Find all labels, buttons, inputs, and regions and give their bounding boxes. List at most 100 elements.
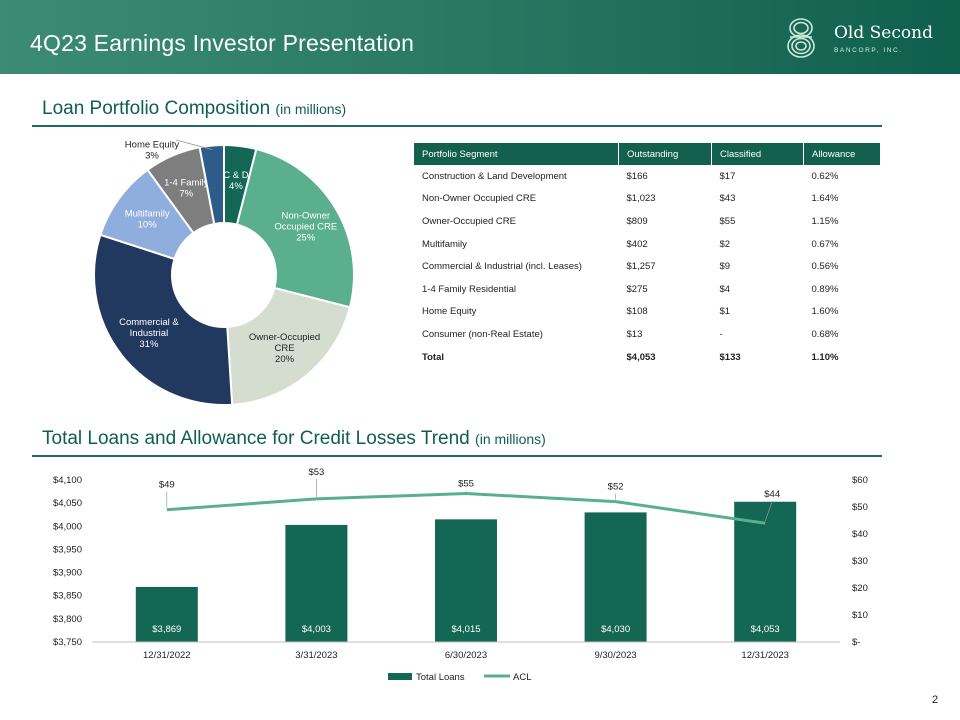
bar-value-label: $4,015	[451, 624, 480, 635]
y-right-tick-label: $50	[852, 502, 868, 513]
table-cell: Total	[422, 351, 444, 363]
y-left-tick-label: $3,750	[53, 637, 82, 648]
table-cell: $809	[626, 215, 648, 227]
slice-label: Home Equity 3%	[125, 140, 180, 162]
slice-label-line: C & D	[223, 170, 248, 181]
portfolio-section-title: Loan Portfolio Composition (in millions)	[42, 98, 346, 120]
pie-slice	[226, 286, 352, 406]
table-cell: $13	[626, 328, 643, 340]
pie-slice	[235, 147, 355, 309]
slice-label: Multifamily 10%	[125, 209, 170, 231]
table-cell: $402	[626, 238, 648, 250]
y-left-tick-label: $4,100	[53, 475, 82, 486]
y-left-tick-label: $3,850	[53, 591, 82, 602]
table-cell: $2	[719, 238, 731, 250]
slice-label-line: Multifamily	[125, 209, 170, 220]
y-left-tick-label: $4,050	[53, 498, 82, 509]
line-value-label: $44	[764, 489, 780, 500]
logo-name: Old Second	[834, 23, 933, 43]
table-cell: $1,023	[626, 193, 656, 205]
x-tick-label: 12/31/2023	[741, 650, 789, 661]
column-header: Portfolio Segment	[414, 143, 619, 165]
slice-label-line: 1-4 Family	[164, 177, 209, 188]
section-divider	[32, 125, 882, 127]
table-cell: 0.68%	[811, 328, 839, 340]
y-left-tick-label: $3,950	[53, 544, 82, 555]
table-cell: $43	[719, 193, 736, 205]
line-value-label: $53	[308, 467, 324, 478]
page-title: 4Q23 Earnings Investor Presentation	[30, 30, 415, 56]
table-row: Home Equity $108 $1 1.60%	[414, 301, 880, 324]
table-cell: $4,053	[626, 351, 656, 363]
table-row: Non-Owner Occupied CRE $1,023 $43 1.64%	[414, 188, 880, 211]
portfolio-title-unit: (in millions)	[275, 101, 347, 117]
slice-label: Commercial & Industrial 31%	[119, 317, 179, 350]
table-row: Consumer (non-Real Estate) $13 - 0.68%	[414, 323, 880, 346]
table-cell: 1.15%	[811, 215, 839, 227]
header-banner: 4Q23 Earnings Investor Presentation Old …	[0, 0, 960, 74]
column-header: Allowance	[803, 143, 880, 165]
table-cell: 0.67%	[811, 238, 839, 250]
pie-slice	[93, 233, 234, 406]
y-right-tick-label: $10	[852, 610, 868, 621]
slice-label: Non-Owner Occupied CRE 25%	[274, 211, 337, 244]
table-cell: 1.64%	[811, 193, 839, 205]
bar-value-label: $4,003	[302, 624, 331, 635]
portfolio-title-text: Loan Portfolio Composition	[42, 98, 271, 119]
section-divider	[32, 455, 882, 457]
slice-label: 1-4 Family 7%	[164, 177, 209, 199]
trend-section-title: Total Loans and Allowance for Credit Los…	[42, 428, 546, 450]
table-cell: $4	[719, 283, 731, 295]
x-tick-label: 6/30/2023	[445, 650, 487, 661]
slice-label-line: Industrial	[130, 328, 169, 339]
line-value-label: $52	[608, 482, 624, 493]
table-row: Owner-Occupied CRE $809 $55 1.15%	[414, 210, 880, 233]
slice-label-line: 3%	[145, 151, 159, 162]
table-row: Multifamily $402 $2 0.67%	[414, 233, 880, 256]
slice-label-line: 25%	[296, 233, 316, 244]
y-right-tick-label: $-	[852, 637, 860, 648]
y-right-tick-label: $60	[852, 475, 868, 486]
table-cell: $17	[719, 170, 736, 182]
slice-label-line: Home Equity	[125, 140, 180, 151]
bar-value-label: $4,030	[601, 624, 630, 635]
line-value-label: $55	[458, 479, 474, 490]
table-row: Construction & Land Development $166 $17…	[414, 165, 880, 188]
table-header-row: Portfolio Segment Outstanding Classified…	[414, 143, 880, 165]
slice-label-line: 31%	[139, 339, 159, 350]
table-cell: $55	[719, 215, 736, 227]
slice-label-line: 10%	[138, 220, 158, 231]
table-cell: $1,257	[626, 261, 656, 273]
table-cell: 0.89%	[811, 283, 839, 295]
slice-label-line: 4%	[229, 181, 243, 192]
portfolio-table: Portfolio Segment Outstanding Classified…	[414, 143, 880, 368]
bar-value-label: $3,869	[152, 624, 181, 635]
x-tick-label: 3/31/2023	[295, 650, 337, 661]
slice-label: C & D 4%	[223, 170, 248, 192]
legend-label: Total Loans	[416, 672, 465, 683]
table-cell: Multifamily	[422, 238, 467, 250]
table-cell: $1	[719, 306, 731, 318]
leader-line	[764, 501, 773, 522]
table-row: Commercial & Industrial (incl. Leases) $…	[414, 255, 880, 278]
x-tick-label: 9/30/2023	[594, 650, 636, 661]
y-right-tick-label: $40	[852, 529, 868, 540]
legend-label: ACL	[513, 672, 531, 683]
table-cell: $9	[719, 261, 731, 273]
table-cell: Commercial & Industrial (incl. Leases)	[422, 261, 582, 273]
table-cell: 0.56%	[811, 261, 839, 273]
slice-label: Owner-Occupied CRE 20%	[249, 332, 320, 365]
table-cell: -	[719, 328, 723, 340]
table-row: 1-4 Family Residential $275 $4 0.89%	[414, 278, 880, 301]
table-cell: 1.10%	[811, 351, 839, 363]
column-header: Classified	[711, 143, 804, 165]
logo-subtitle: BANCORP, INC.	[834, 47, 903, 54]
table-cell: $166	[626, 170, 648, 182]
y-left-tick-label: $3,800	[53, 614, 82, 625]
y-right-tick-label: $20	[852, 583, 868, 594]
table-cell: $133	[719, 351, 741, 363]
slice-label-line: CRE	[275, 343, 295, 354]
leader-line	[175, 139, 213, 150]
page-number: 2	[932, 694, 939, 706]
y-left-tick-label: $3,900	[53, 568, 82, 579]
